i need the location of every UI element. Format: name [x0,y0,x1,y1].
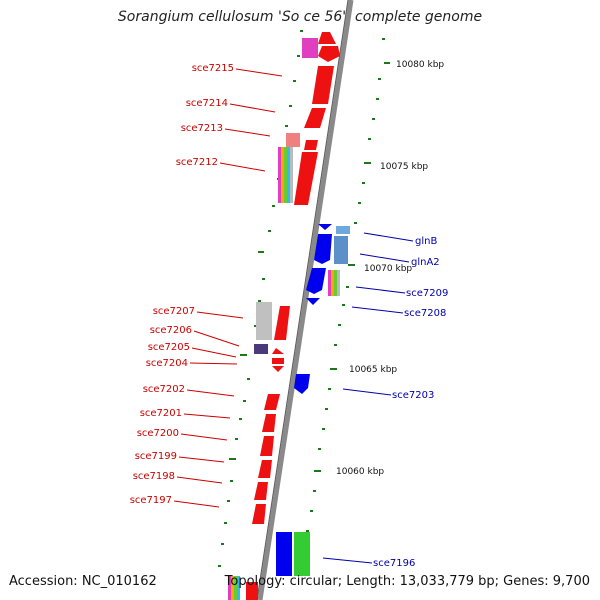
gene-arrow-sce7198 [254,482,268,500]
gene-arrow-sce7209 [306,268,326,294]
gene-label-sce7212: sce7212 [176,157,218,168]
gene-label-sce7205: sce7205 [148,342,190,353]
gene-arrow-sce7203 [294,374,310,394]
rna-stripes [278,147,293,203]
gene-label-glnA2: glnA2 [411,257,440,268]
scale-label-10065: 10065 kbp [349,365,397,375]
gene-arrow-glnB [314,234,332,264]
scale-label-10075: 10075 kbp [380,162,428,172]
gene-label-sce7202: sce7202 [143,384,185,395]
gene-arrow-sce7207 [274,306,290,340]
scale-labels: 10080 kbp 10075 kbp 10070 kbp 10065 kbp … [336,60,444,477]
reverse-gene-labels: glnB glnA2 sce7209 sce7208 sce7203 sce71… [373,236,448,569]
gene-arrow [318,46,340,62]
rna-stripes-mid [328,270,340,296]
gene-label-sce7200: sce7200 [137,428,179,439]
gene-arrow-sce7200 [260,436,274,456]
gene-arrow-sce7197 [252,504,266,524]
gene-block-bottom [246,582,258,600]
gene-label-sce7207: sce7207 [153,306,195,317]
gene-label-sce7214: sce7214 [186,98,228,109]
reverse-leader-lines [322,232,414,564]
gene-label-sce7208: sce7208 [404,308,446,319]
gene-label-sce7196: sce7196 [373,558,415,569]
gene-block-sce7205 [272,358,284,364]
gene-label-sce7206: sce7206 [150,325,192,336]
genome-summary-text: Topology: circular; Length: 13,033,779 b… [224,574,590,589]
glnB-block [336,226,350,234]
scale-label-10080: 10080 kbp [396,60,444,70]
dna-backbone [257,0,354,600]
rna-feature-top [302,38,318,58]
gene-label-sce7215: sce7215 [192,63,234,74]
gene-label-sce7204: sce7204 [146,358,188,369]
rna-stripes-bottom [228,576,240,600]
purple-feature [254,344,268,354]
dna-backbone-shadow [256,0,349,600]
gene-arrow-sce7202 [264,394,280,410]
gene-block-sce7196 [276,532,292,576]
gene-arrow-sce7214 [304,108,326,128]
gene-arrow-sce7215 [312,66,334,104]
gene-block-pink [286,133,300,147]
gene-arrow [318,224,332,230]
forward-leader-lines [173,68,283,508]
gene-arrow-sce7199 [258,460,272,478]
gene-block-glnA2 [334,236,348,264]
gene-arrow [318,32,336,44]
green-gene-block [294,532,310,576]
forward-strand-features [228,32,340,600]
gene-arrow-sce7213 [304,140,318,150]
left-track-ticks [218,30,303,567]
gene-label-sce7201: sce7201 [140,408,182,419]
gene-arrow-sce7206 [272,348,284,354]
right-track-ticks [306,38,390,532]
gene-arrow-sce7204 [272,366,284,372]
grey-feature [256,302,272,340]
gene-label-sce7213: sce7213 [181,123,223,134]
gene-label-sce7209: sce7209 [406,288,448,299]
gene-label-sce7203: sce7203 [392,390,434,401]
scale-label-10070: 10070 kbp [364,264,412,274]
map-title: Sorangium cellulosum 'So ce 56', complet… [117,9,483,25]
gene-arrow-sce7201 [262,414,276,432]
gene-label-sce7199: sce7199 [135,451,177,462]
accession-text: Accession: NC_010162 [9,574,157,589]
forward-gene-labels: sce7215 sce7214 sce7213 sce7212 sce7207 … [130,63,234,506]
gene-label-sce7197: sce7197 [130,495,172,506]
gene-arrow-sce7212 [294,152,318,205]
gene-label-glnB: glnB [415,236,437,247]
gene-arrow-sce7208 [306,298,320,305]
reverse-strand-features [276,224,350,576]
gene-label-sce7198: sce7198 [133,471,175,482]
scale-label-10060: 10060 kbp [336,467,384,477]
